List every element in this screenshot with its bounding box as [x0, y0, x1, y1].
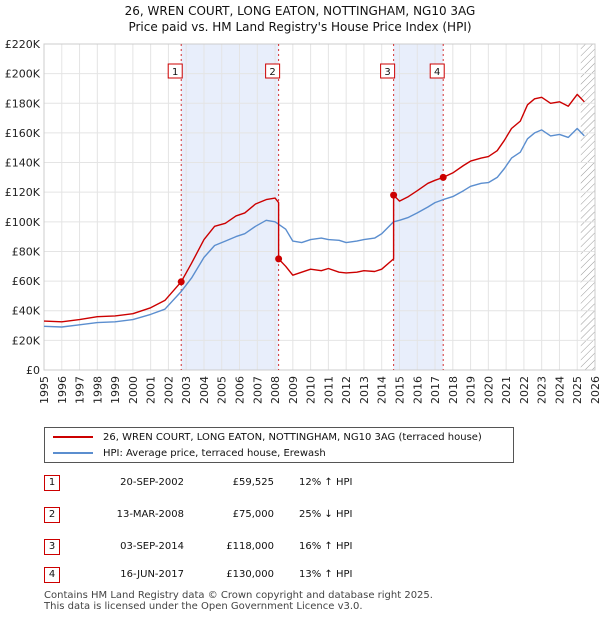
transaction-price: £75,000	[232, 509, 274, 520]
transaction-point	[177, 278, 185, 286]
y-tick-label: £180K	[5, 97, 41, 110]
footer: Contains HM Land Registry data © Crown c…	[44, 590, 433, 612]
shaded-range-1	[181, 44, 279, 370]
y-tick-label: £160K	[5, 127, 41, 140]
transaction-label-box	[380, 63, 396, 79]
x-tick-label: 2001	[145, 376, 158, 404]
x-tick-label: 2022	[518, 376, 531, 404]
x-tick-label: 2017	[429, 376, 442, 404]
plot-area	[44, 44, 595, 370]
transaction-date: 16-JUN-2017	[120, 569, 184, 580]
legend-line-hpi	[53, 452, 93, 454]
x-tick-label: 2011	[322, 376, 335, 404]
transaction-label-box	[429, 63, 445, 79]
legend: 26, WREN COURT, LONG EATON, NOTTINGHAM, …	[44, 427, 514, 463]
transaction-hpi-diff: 16% ↑ HPI	[299, 541, 353, 552]
transaction-label-number: 4	[434, 67, 440, 78]
x-tick-label: 2018	[447, 376, 460, 404]
property-price-line	[43, 93, 585, 323]
legend-label-property: 26, WREN COURT, LONG EATON, NOTTINGHAM, …	[103, 431, 482, 443]
y-tick-label: £220K	[5, 38, 41, 51]
transaction-price: £118,000	[226, 541, 274, 552]
transaction-badge: 1	[44, 475, 60, 491]
hpi-line	[43, 127, 585, 328]
x-tick-label: 2006	[234, 376, 247, 404]
x-tick-label: 2012	[340, 376, 353, 404]
x-tick-label: 2007	[251, 376, 264, 404]
chart-title: 26, WREN COURT, LONG EATON, NOTTINGHAM, …	[124, 4, 476, 18]
x-tick-label: 2019	[465, 376, 478, 404]
y-tick-label: £60K	[12, 275, 41, 288]
x-tick-label: 2023	[536, 376, 549, 404]
transaction-point	[275, 255, 283, 263]
y-tick-label: £120K	[5, 186, 41, 199]
x-tick-label: 2009	[287, 376, 300, 404]
transaction-hpi-diff: 13% ↑ HPI	[299, 569, 353, 580]
transaction-badge: 2	[44, 507, 60, 523]
x-tick-label: 2016	[411, 376, 424, 404]
transaction-point	[390, 191, 398, 199]
x-tick-label: 2008	[269, 376, 282, 404]
x-tick-label: 2020	[482, 376, 495, 404]
legend-item-hpi: HPI: Average price, terraced house, Erew…	[53, 446, 326, 460]
transaction-label-box	[265, 63, 281, 79]
legend-label-hpi: HPI: Average price, terraced house, Erew…	[103, 447, 326, 459]
y-tick-label: £40K	[12, 305, 41, 318]
price-chart: £0 £20K £40K £60K £80K £100K £120K £140K £160K £1…	[5, 38, 600, 404]
x-tick-label: 2002	[162, 376, 175, 404]
y-tick-label: £20K	[12, 334, 41, 347]
transaction-date: 13-MAR-2008	[116, 509, 184, 520]
x-tick-label: 2015	[393, 376, 406, 404]
footer-licence: This data is licensed under the Open Gov…	[44, 601, 363, 612]
legend-line-property	[53, 436, 93, 438]
y-tick-label: £140K	[5, 157, 41, 170]
transaction-badge: 4	[44, 567, 60, 583]
chart-subtitle: Price paid vs. HM Land Registry's House …	[128, 20, 472, 34]
transaction-label-number: 1	[172, 67, 178, 78]
transaction-label-box	[167, 63, 183, 79]
x-tick-label: 2010	[305, 376, 318, 404]
y-tick-label: £100K	[5, 216, 41, 229]
x-tick-label: 2025	[571, 376, 584, 404]
transaction-row-3: 3 03-SEP-2014 £118,000 16% ↑ HPI	[44, 539, 424, 557]
x-tick-label: 2000	[127, 376, 140, 404]
transaction-hpi-diff: 25% ↓ HPI	[299, 509, 353, 520]
y-tick-label: £80K	[12, 245, 41, 258]
x-tick-label: 2021	[500, 376, 513, 404]
x-tick-label: 2013	[358, 376, 371, 404]
x-tick-label: 1995	[38, 376, 51, 404]
shaded-range-2	[393, 44, 444, 370]
transaction-date: 20-SEP-2002	[120, 477, 184, 488]
x-tick-label: 2024	[553, 376, 566, 404]
x-tick-label: 2003	[180, 376, 193, 404]
x-tick-label: 2014	[376, 376, 389, 404]
y-tick-label: £0	[26, 364, 40, 377]
transaction-label-number: 3	[384, 67, 390, 78]
transaction-point	[439, 173, 447, 181]
x-tick-label: 1997	[74, 376, 87, 404]
x-tick-label: 2026	[589, 376, 600, 404]
forecast-hatch	[580, 44, 595, 370]
x-tick-label: 2005	[216, 376, 229, 404]
x-tick-label: 1996	[56, 376, 69, 404]
transaction-price: £59,525	[232, 477, 274, 488]
transaction-price: £130,000	[226, 569, 274, 580]
transaction-row-2: 2 13-MAR-2008 £75,000 25% ↓ HPI	[44, 507, 424, 525]
transaction-badge: 3	[44, 539, 60, 555]
x-tick-label: 1999	[109, 376, 122, 404]
plot-frame	[43, 43, 596, 371]
y-tick-label: £200K	[5, 68, 41, 81]
transaction-hpi-diff: 12% ↑ HPI	[299, 477, 353, 488]
transaction-row-4: 4 16-JUN-2017 £130,000 13% ↑ HPI	[44, 567, 424, 585]
transaction-label-number: 2	[269, 67, 275, 78]
x-tick-label: 1998	[91, 376, 104, 404]
transaction-date: 03-SEP-2014	[120, 541, 184, 552]
legend-item-property: 26, WREN COURT, LONG EATON, NOTTINGHAM, …	[53, 430, 482, 444]
transaction-row-1: 1 20-SEP-2002 £59,525 12% ↑ HPI	[44, 475, 424, 493]
footer-copyright: Contains HM Land Registry data © Crown c…	[44, 590, 433, 601]
x-tick-label: 2004	[198, 376, 211, 404]
